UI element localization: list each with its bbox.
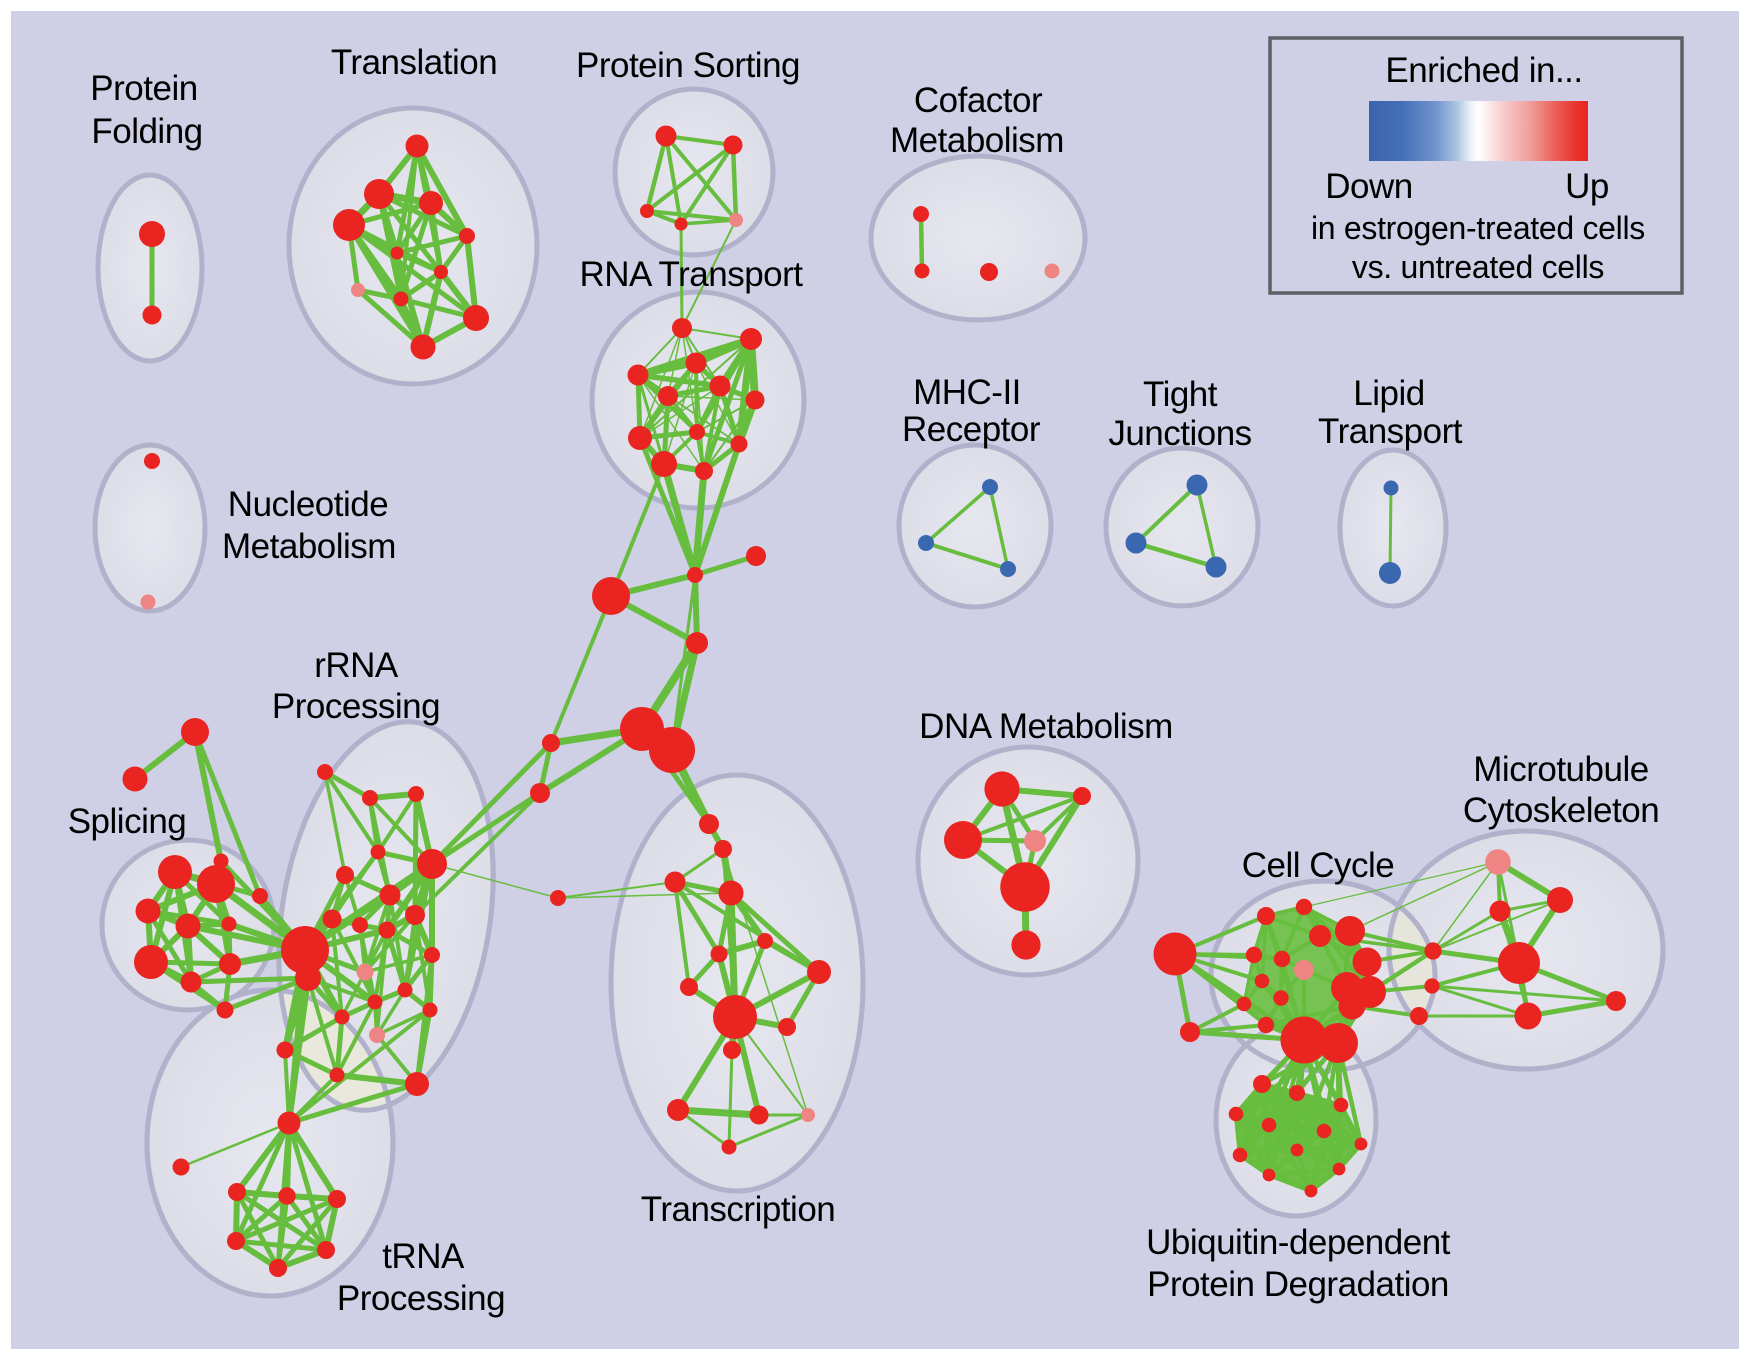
svg-text:Junctions: Junctions (1108, 414, 1251, 453)
svg-text:Splicing: Splicing (68, 802, 187, 841)
svg-text:Cytoskeleton: Cytoskeleton (1463, 791, 1659, 830)
svg-text:Transport: Transport (1318, 412, 1463, 451)
svg-text:RNA Transport: RNA Transport (579, 255, 803, 294)
svg-text:Enriched in...: Enriched in... (1385, 51, 1582, 90)
svg-text:vs. untreated cells: vs. untreated cells (1352, 249, 1604, 285)
svg-text:Ubiquitin-dependent: Ubiquitin-dependent (1146, 1223, 1451, 1262)
svg-text:Nucleotide: Nucleotide (228, 485, 388, 524)
svg-text:DNA Metabolism: DNA Metabolism (919, 707, 1173, 746)
svg-text:tRNA: tRNA (382, 1237, 465, 1276)
svg-text:Processing: Processing (272, 687, 440, 726)
svg-text:Cell Cycle: Cell Cycle (1242, 846, 1395, 885)
svg-text:in estrogen-treated cells: in estrogen-treated cells (1311, 210, 1645, 246)
svg-text:Translation: Translation (331, 43, 497, 82)
svg-text:Down: Down (1325, 167, 1412, 206)
svg-text:Protein: Protein (90, 69, 197, 108)
svg-text:Microtubule: Microtubule (1473, 750, 1648, 789)
svg-text:Receptor: Receptor (902, 410, 1041, 449)
svg-text:Cofactor: Cofactor (914, 81, 1043, 120)
svg-text:MHC-II: MHC-II (913, 373, 1021, 412)
svg-text:Transcription: Transcription (641, 1190, 836, 1229)
svg-text:Protein Sorting: Protein Sorting (576, 46, 800, 85)
svg-text:Metabolism: Metabolism (890, 121, 1064, 160)
svg-text:rRNA: rRNA (314, 646, 399, 685)
svg-text:Folding: Folding (91, 112, 202, 151)
svg-text:Protein Degradation: Protein Degradation (1147, 1265, 1449, 1304)
svg-text:Metabolism: Metabolism (222, 527, 396, 566)
svg-text:Lipid: Lipid (1353, 374, 1424, 413)
svg-text:Tight: Tight (1143, 375, 1218, 414)
svg-text:Up: Up (1565, 167, 1609, 206)
svg-text:Processing: Processing (337, 1279, 505, 1318)
